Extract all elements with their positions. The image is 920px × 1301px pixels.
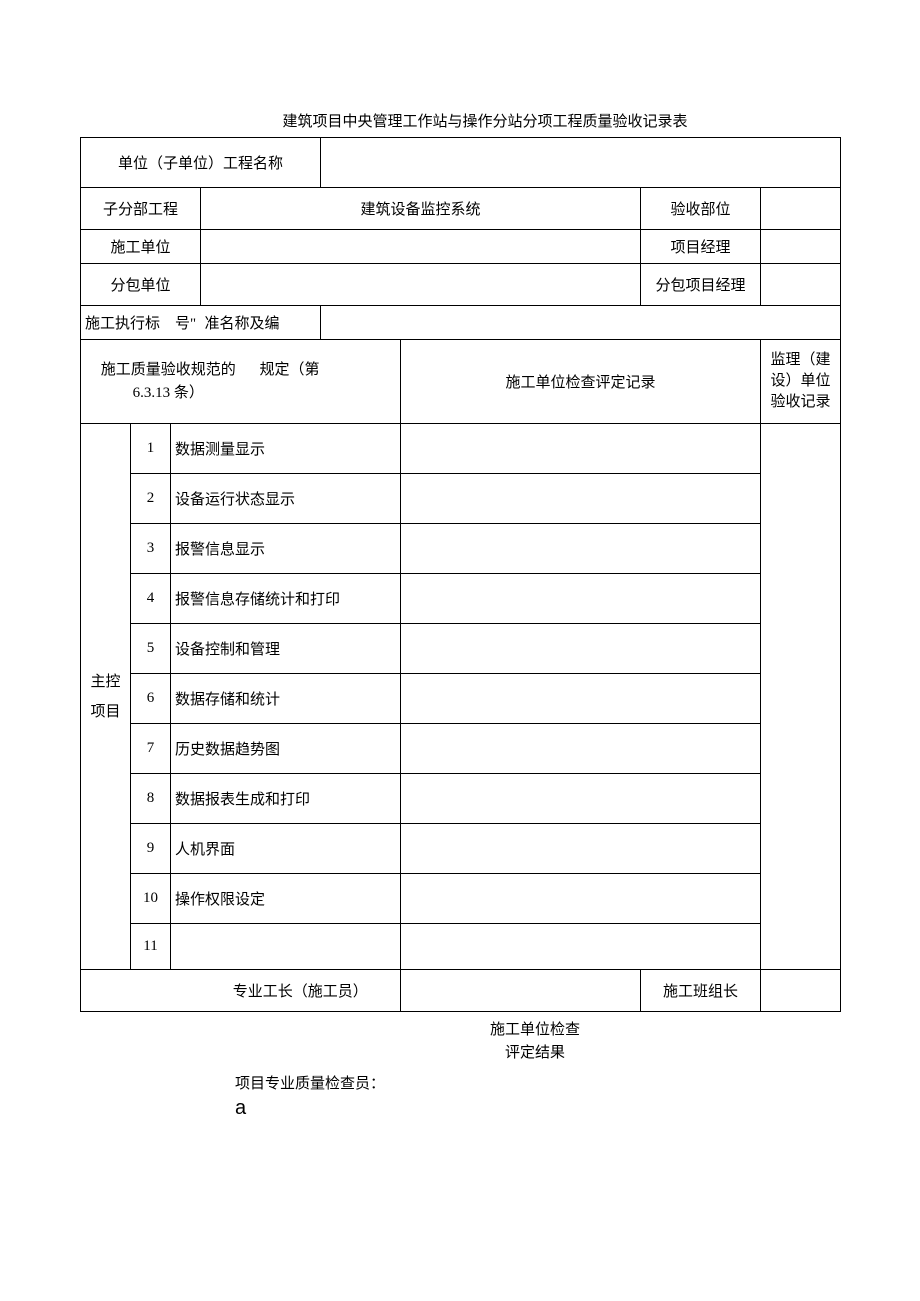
- team-leader-value[interactable]: [761, 979, 840, 1003]
- item-number: 5: [131, 626, 170, 671]
- foreman-label: 专业工长（施工员）: [201, 970, 401, 1011]
- subcontract-label: 分包单位: [81, 264, 200, 305]
- table-row: 分包单位 分包项目经理: [81, 264, 841, 306]
- item-name: 数据报表生成和打印: [171, 774, 400, 823]
- item-name: 历史数据趋势图: [171, 724, 400, 773]
- item-inspection[interactable]: [401, 585, 760, 613]
- construction-unit-label: 施工单位: [81, 230, 200, 263]
- standard-value[interactable]: [321, 311, 840, 335]
- item-number: 11: [131, 924, 170, 969]
- table-row: 子分部工程 建筑设备监控系统 验收部位: [81, 188, 841, 230]
- item-name: 数据存储和统计: [171, 674, 400, 723]
- table-row: 施工质量验收规范的6.3.13 条） 规定（第 施工单位检查评定记录 监理（建设…: [81, 340, 841, 424]
- item-number: 1: [131, 426, 170, 471]
- table-row: 10 操作权限设定: [81, 874, 841, 924]
- item-name: 报警信息存储统计和打印: [171, 574, 400, 623]
- accept-part-label: 验收部位: [641, 188, 760, 229]
- unit-project-name-value[interactable]: [321, 149, 840, 177]
- item-inspection[interactable]: [401, 785, 760, 813]
- table-row: 3 报警信息显示: [81, 524, 841, 574]
- table-row: 11: [81, 924, 841, 970]
- pm-label: 项目经理: [641, 230, 760, 263]
- inspection-record-label: 施工单位检查评定记录: [401, 361, 760, 402]
- subcontract-value[interactable]: [201, 273, 640, 297]
- item-inspection[interactable]: [401, 685, 760, 713]
- item-number: 4: [131, 576, 170, 621]
- table-row: 专业工长（施工员） 施工班组长: [81, 970, 841, 1012]
- construction-unit-value[interactable]: [201, 235, 640, 259]
- pm-value[interactable]: [761, 235, 840, 259]
- foreman-value[interactable]: [401, 979, 640, 1003]
- team-leader-label: 施工班组长: [641, 970, 760, 1011]
- unit-project-name-label: 单位（子单位）工程名称: [81, 138, 320, 187]
- item-inspection[interactable]: [401, 933, 760, 961]
- table-row: 5 设备控制和管理: [81, 624, 841, 674]
- item-number: 10: [131, 876, 170, 921]
- table-row: 8 数据报表生成和打印: [81, 774, 841, 824]
- supervision-record[interactable]: [761, 683, 840, 711]
- table-row: 9 人机界面: [81, 824, 841, 874]
- footer-check-line2: 评定结果: [230, 1041, 840, 1062]
- sub-project-label: 子分部工程: [81, 188, 200, 229]
- table-row: 施工单位 项目经理: [81, 230, 841, 264]
- item-number: 6: [131, 676, 170, 721]
- spec-label: 施工质量验收规范的6.3.13 条）: [81, 349, 256, 414]
- item-inspection[interactable]: [401, 835, 760, 863]
- sub-project-value: 建筑设备监控系统: [201, 188, 640, 229]
- sub-pm-value[interactable]: [761, 273, 840, 297]
- footer-inspector-label: 项目专业质量检查员：: [80, 1072, 840, 1093]
- item-inspection[interactable]: [401, 735, 760, 763]
- table-row: 7 历史数据趋势图: [81, 724, 841, 774]
- item-number: 2: [131, 476, 170, 521]
- item-name: [171, 933, 400, 961]
- acceptance-record-table: 单位（子单位）工程名称 子分部工程 建筑设备监控系统 验收部位 施工单位 项目经…: [80, 137, 841, 1012]
- spec-label-ext: 规定（第: [256, 349, 401, 414]
- sub-pm-label: 分包项目经理: [641, 264, 760, 305]
- category-label: 主控项目: [81, 653, 130, 741]
- supervision-label: 监理（建设）单位 验收记录: [761, 340, 840, 423]
- item-inspection[interactable]: [401, 535, 760, 563]
- item-name: 操作权限设定: [171, 874, 400, 923]
- item-inspection[interactable]: [401, 635, 760, 663]
- table-row: 单位（子单位）工程名称: [81, 138, 841, 188]
- item-number: 9: [131, 826, 170, 871]
- document-title: 建筑项目中央管理工作站与操作分站分项工程质量验收记录表: [80, 110, 840, 131]
- footer-check-line1: 施工单位检查: [230, 1018, 840, 1039]
- item-number: 7: [131, 726, 170, 771]
- item-inspection[interactable]: [401, 435, 760, 463]
- standard-label-a: 施工执行标: [81, 306, 171, 339]
- item-name: 报警信息显示: [171, 524, 400, 573]
- standard-label-b: 准名称及编: [201, 306, 321, 339]
- footer-a-glyph: a: [80, 1097, 840, 1120]
- accept-part-value[interactable]: [761, 197, 840, 221]
- table-row: 6 数据存储和统计: [81, 674, 841, 724]
- footer-block: 施工单位检查 评定结果: [80, 1018, 840, 1062]
- table-row: 2 设备运行状态显示: [81, 474, 841, 524]
- item-name: 设备运行状态显示: [171, 474, 400, 523]
- table-row: 主控项目 1 数据测量显示: [81, 424, 841, 474]
- standard-label-c: 号": [171, 306, 201, 339]
- item-inspection[interactable]: [401, 485, 760, 513]
- table-row: 4 报警信息存储统计和打印: [81, 574, 841, 624]
- item-name: 数据测量显示: [171, 424, 400, 473]
- item-number: 8: [131, 776, 170, 821]
- item-inspection[interactable]: [401, 885, 760, 913]
- item-number: 3: [131, 526, 170, 571]
- item-name: 设备控制和管理: [171, 624, 400, 673]
- table-row: 施工执行标 号" 准名称及编: [81, 306, 841, 340]
- item-name: 人机界面: [171, 824, 400, 873]
